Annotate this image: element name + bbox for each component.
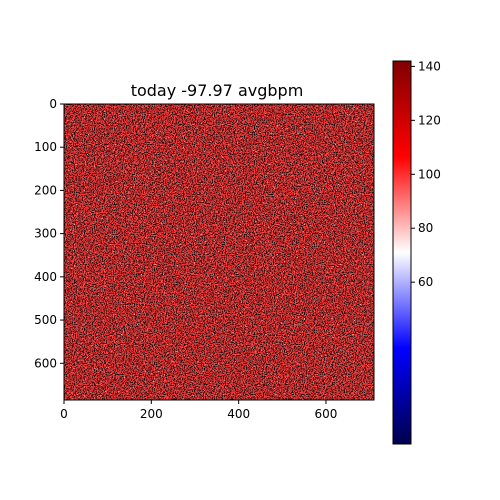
plot-frame (63, 103, 375, 401)
colorbar-axis: 60 80 100 120 140 (411, 59, 441, 289)
chart-title: today -97.97 avgbpm (131, 81, 304, 100)
colorbar-tick-label: 100 (418, 167, 441, 181)
y-tick-label: 200 (34, 183, 57, 197)
colorbar-tick-label: 120 (418, 113, 441, 127)
y-tick-label: 300 (34, 227, 57, 241)
x-tick-label: 0 (60, 407, 68, 421)
colorbar-tick-label: 60 (418, 275, 433, 289)
colorbar-tick-label: 140 (418, 59, 441, 73)
heatmap-dark-speckle (64, 104, 374, 400)
x-tick-label: 400 (227, 407, 250, 421)
y-axis: 0 100 200 300 400 500 600 (34, 97, 64, 370)
colorbar-tick-label: 80 (418, 221, 433, 235)
x-axis: 0 200 400 600 (60, 400, 337, 421)
y-tick-label: 500 (34, 313, 57, 327)
y-tick-label: 0 (49, 97, 57, 111)
y-tick-label: 600 (34, 356, 57, 370)
colorbar (392, 60, 412, 445)
x-tick-label: 600 (315, 407, 338, 421)
y-tick-label: 400 (34, 270, 57, 284)
y-tick-label: 100 (34, 140, 57, 154)
x-tick-label: 200 (140, 407, 163, 421)
heatmap-image (64, 104, 374, 400)
